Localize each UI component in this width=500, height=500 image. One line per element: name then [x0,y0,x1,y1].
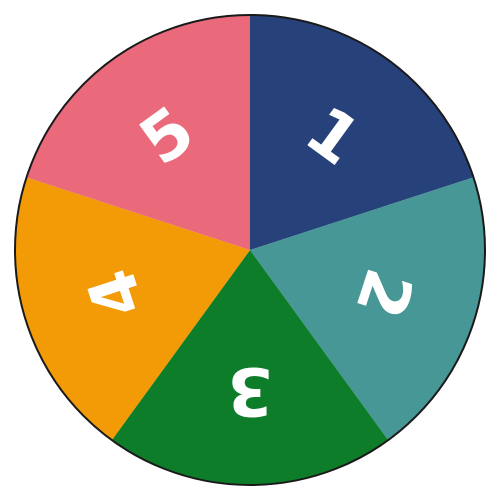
segment-4 [14,177,250,441]
segment-label-3: 3 [227,353,273,430]
segment-3 [111,250,389,485]
segments-group [14,15,486,485]
segment-5 [26,15,250,250]
segment-2 [250,177,486,441]
wheel-rim [14,14,486,486]
segment-1 [250,15,474,250]
